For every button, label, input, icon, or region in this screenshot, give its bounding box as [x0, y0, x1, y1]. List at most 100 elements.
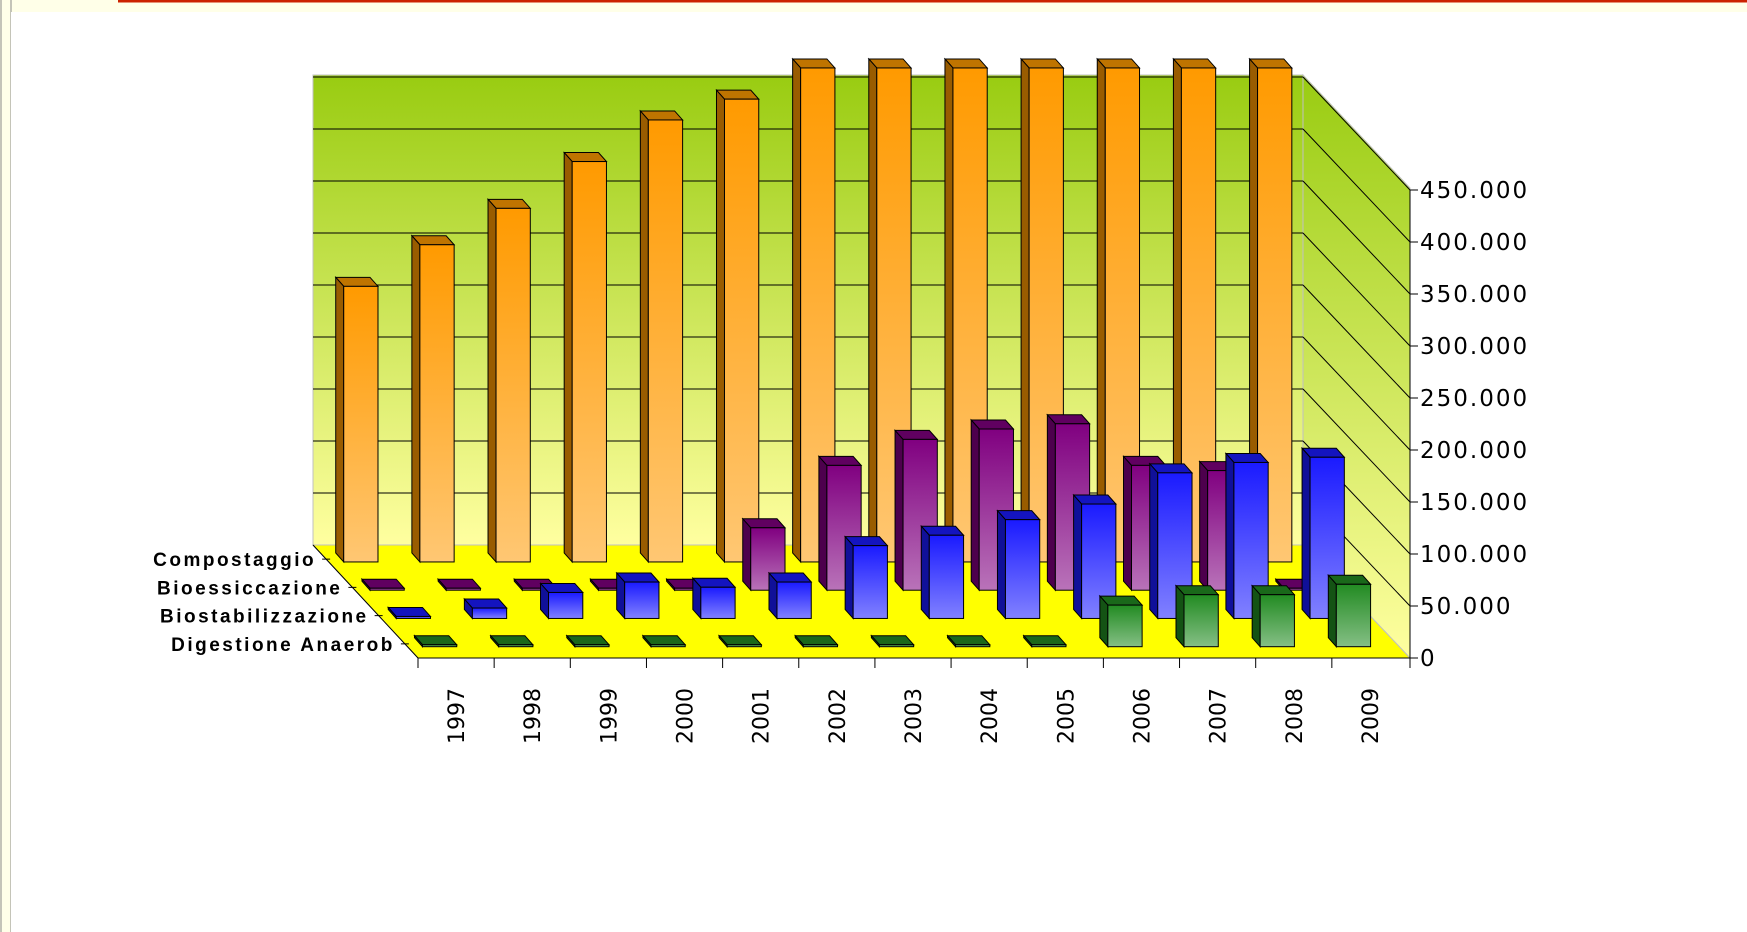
- y-tick-label: 100.000: [1420, 542, 1529, 568]
- bar-side: [742, 517, 752, 592]
- bar: [920, 524, 965, 620]
- bar: [615, 571, 661, 620]
- bar: [1022, 634, 1068, 649]
- bar: [1174, 584, 1220, 649]
- bar: [360, 577, 406, 592]
- bar-front: [419, 244, 455, 563]
- bar-side: [996, 509, 1006, 620]
- bar-front: [776, 581, 812, 619]
- bar-side: [1046, 413, 1056, 592]
- bar: [1096, 57, 1141, 564]
- bar-front: [1107, 604, 1143, 648]
- bar-side: [818, 455, 828, 592]
- bar-side: [1020, 57, 1030, 564]
- bar: [715, 88, 760, 564]
- y-tick-label: 350.000: [1420, 282, 1529, 308]
- y-tick-label: 400.000: [1420, 230, 1529, 256]
- bar-front: [955, 644, 991, 648]
- x-tick-label: 1999: [597, 688, 622, 744]
- bar: [767, 571, 813, 620]
- bar-front: [650, 644, 686, 648]
- gridline-side: [1302, 284, 1411, 399]
- bar-side: [792, 57, 802, 564]
- bar-front: [471, 607, 508, 619]
- bar: [691, 576, 737, 620]
- y-tick-label: 300.000: [1420, 334, 1529, 360]
- bar: [489, 634, 535, 649]
- bar-front: [802, 644, 839, 648]
- bar-side: [1199, 460, 1209, 592]
- y-tick-label: 50.000: [1420, 594, 1512, 620]
- bar: [539, 582, 584, 620]
- bar-front: [1233, 461, 1269, 619]
- bar: [893, 429, 939, 592]
- bar-front: [852, 545, 888, 619]
- bar-front: [1183, 594, 1219, 648]
- x-tick-label: 2009: [1359, 688, 1384, 744]
- bar: [1224, 452, 1270, 620]
- bar-side: [335, 276, 345, 564]
- y-tick-label: 450.000: [1420, 178, 1529, 204]
- x-tick-label: 2007: [1207, 688, 1232, 744]
- bar-side: [894, 429, 904, 592]
- bar: [946, 634, 991, 649]
- bar-front: [395, 615, 431, 619]
- bar: [641, 634, 687, 649]
- x-tick-label: 2000: [674, 688, 699, 744]
- bar-front: [571, 161, 607, 563]
- bar-front: [343, 285, 379, 563]
- gridline-side: [1302, 388, 1411, 503]
- bar-side: [844, 535, 854, 620]
- bar-front: [1028, 67, 1064, 563]
- bar: [741, 517, 787, 592]
- depth-axis-line: [312, 544, 419, 659]
- bar-front: [495, 207, 531, 563]
- bar-side: [411, 234, 421, 564]
- bar: [844, 535, 889, 620]
- bar: [817, 455, 863, 592]
- x-tick-label: 1998: [521, 688, 546, 744]
- bar-side: [639, 109, 649, 564]
- bar: [717, 634, 763, 649]
- bar: [794, 634, 839, 649]
- gridline-side: [1302, 180, 1411, 295]
- bar-side: [1073, 493, 1083, 620]
- gridline-side: [1302, 128, 1411, 243]
- bar: [413, 634, 458, 649]
- y-tick-label: 150.000: [1420, 490, 1529, 516]
- bar-front: [445, 587, 481, 591]
- bar-side: [944, 57, 954, 564]
- y-tick-label: 250.000: [1420, 386, 1529, 412]
- bar-front: [878, 644, 915, 648]
- bar-side: [1327, 573, 1337, 649]
- bar-side: [920, 524, 930, 620]
- bar: [996, 509, 1041, 620]
- x-tick-label: 2002: [826, 688, 851, 744]
- bar-side: [1123, 455, 1133, 592]
- x-tick-label: 2001: [750, 688, 775, 744]
- bar-front: [647, 119, 684, 563]
- x-tick-label: 2005: [1054, 688, 1079, 744]
- bar-side: [1099, 594, 1109, 649]
- bar: [565, 634, 611, 649]
- bar-side: [1175, 584, 1185, 649]
- bar-side: [487, 198, 497, 564]
- x-tick-label: 2008: [1283, 688, 1308, 744]
- bar-front: [928, 534, 965, 619]
- bar-front: [1335, 583, 1372, 648]
- bar-front: [726, 644, 762, 648]
- bar-front: [1031, 644, 1067, 648]
- bar-side: [868, 57, 878, 564]
- bar: [1098, 594, 1144, 649]
- y-tick-label: 200.000: [1420, 438, 1529, 464]
- bar: [334, 276, 380, 564]
- bar: [563, 151, 608, 564]
- bar-side: [1225, 452, 1235, 620]
- bar-front: [369, 587, 405, 591]
- y-tick-label: 0: [1420, 646, 1437, 672]
- series-label: Bioessiccazione: [157, 578, 342, 599]
- bar: [437, 577, 482, 592]
- bar-side: [1096, 57, 1106, 564]
